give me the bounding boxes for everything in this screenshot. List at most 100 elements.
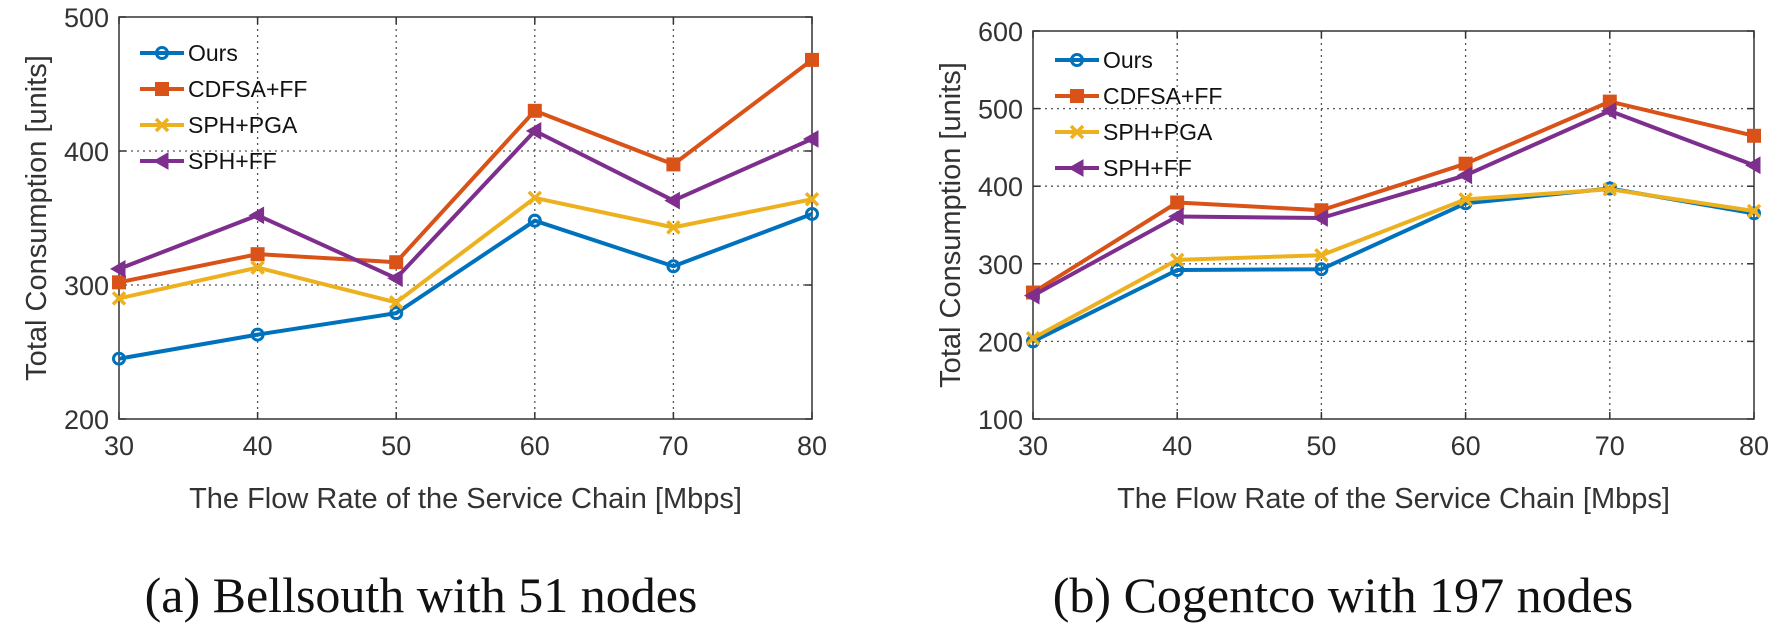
legend-marker (154, 117, 170, 133)
axes-box (1032, 30, 1755, 420)
legend: Ours CDFSA+FF SPH+PGA SPH+FF (140, 40, 307, 174)
x-tick-label: 30 (104, 431, 134, 461)
x-tick-label: 60 (1451, 431, 1481, 461)
series-sph-ff (1023, 102, 1761, 305)
y-tick-label: 600 (978, 17, 1023, 47)
y-tick-label: 300 (64, 271, 109, 301)
y-tick-label: 200 (978, 327, 1023, 357)
legend-label: SPH+PGA (188, 112, 298, 138)
legend: Ours CDFSA+FF SPH+PGA SPH+FF (1055, 47, 1222, 181)
legend-marker (155, 82, 169, 96)
series-line (118, 195, 813, 305)
data-point (1458, 192, 1473, 207)
data-point (666, 259, 681, 274)
data-point (804, 192, 820, 207)
data-point (389, 306, 404, 321)
data-point (1456, 166, 1473, 185)
y-tick-label: 400 (978, 172, 1023, 202)
legend-label: SPH+FF (1103, 155, 1192, 181)
data-point (1025, 331, 1041, 346)
data-point (527, 190, 543, 206)
data-point (1600, 102, 1617, 120)
series-ours (112, 206, 819, 366)
y-tick-label: 500 (64, 3, 109, 33)
data-point (248, 206, 265, 225)
data-point (1314, 262, 1329, 277)
data-point (112, 351, 126, 366)
legend-marker (155, 46, 169, 60)
data-point (805, 206, 819, 221)
y-tick-label: 300 (978, 250, 1023, 280)
plot-area (119, 17, 812, 419)
x-tick-label: 70 (658, 431, 688, 461)
x-tick-label: 80 (797, 431, 827, 461)
data-point (1602, 182, 1618, 197)
legend-marker (152, 152, 169, 170)
legend-label: CDFSA+FF (188, 76, 307, 102)
series-line (118, 58, 814, 285)
data-point (1170, 195, 1185, 210)
data-point (1746, 203, 1762, 219)
data-point (1023, 286, 1040, 305)
y-tick-label: 500 (978, 95, 1023, 125)
data-point (250, 260, 265, 275)
data-point (109, 260, 126, 278)
data-point (1314, 248, 1329, 263)
legend-label: Ours (1103, 47, 1153, 73)
series-sph-pga (111, 190, 820, 310)
data-point (389, 255, 404, 270)
series-line (1032, 108, 1755, 298)
data-point (1747, 128, 1761, 143)
legend-marker (1069, 124, 1085, 140)
x-tick-label: 80 (1739, 431, 1769, 461)
legend-marker (1067, 159, 1084, 177)
data-point (250, 327, 265, 342)
data-point (387, 269, 403, 288)
x-tick-label: 70 (1595, 431, 1625, 461)
data-point (666, 220, 681, 235)
data-point (1458, 156, 1473, 171)
series-line (118, 212, 813, 361)
y-tick-label: 100 (978, 405, 1023, 435)
data-point (527, 103, 542, 118)
chart-panel-a: 30 40 50 60 70 80 200 300 400 500 Ours CDFSA+FF SPH+… (21, 3, 827, 623)
series-sph-ff (109, 122, 819, 288)
data-point (250, 247, 265, 262)
x-tick-label: 50 (1306, 431, 1336, 461)
y-axis-label: Total Consumption [units] (935, 62, 967, 388)
x-tick-label: 40 (243, 431, 273, 461)
legend-label: CDFSA+FF (1103, 83, 1222, 109)
data-point (388, 295, 404, 310)
series-line (118, 128, 813, 281)
series-line (1032, 187, 1755, 341)
data-point (1169, 252, 1185, 268)
y-tick-label: 200 (64, 405, 109, 435)
data-point (112, 275, 126, 290)
x-tick-label: 30 (1018, 431, 1048, 461)
plot-area (1033, 31, 1754, 419)
panel-caption: (b) Cogentco with 197 nodes (1053, 567, 1633, 623)
panel-caption: (a) Bellsouth with 51 nodes (145, 567, 698, 623)
x-tick-label: 60 (520, 431, 550, 461)
legend-marker (1070, 53, 1084, 67)
series-line (1031, 99, 1755, 295)
data-point (805, 52, 819, 67)
data-point (1312, 209, 1328, 227)
series-sph-pga (1025, 182, 1762, 346)
x-tick-label: 50 (381, 431, 411, 461)
y-axis-label: Total Consumption [units] (21, 55, 53, 381)
data-point (1747, 206, 1761, 221)
x-tick-label: 40 (1162, 431, 1192, 461)
data-point (1170, 263, 1185, 278)
data-point (802, 130, 819, 148)
x-axis-label: The Flow Rate of the Service Chain [Mbps… (189, 483, 742, 515)
data-point (1168, 207, 1184, 226)
legend-marker (1070, 89, 1084, 103)
series-cdfsa-ff (112, 52, 819, 290)
chart-panel-b: 30 40 50 60 70 80 100 200 300 400 500 600 Ours CDFSA+… (935, 17, 1769, 623)
data-point (666, 157, 681, 172)
data-point (664, 191, 680, 210)
data-point (525, 122, 542, 140)
data-point (1744, 156, 1761, 175)
